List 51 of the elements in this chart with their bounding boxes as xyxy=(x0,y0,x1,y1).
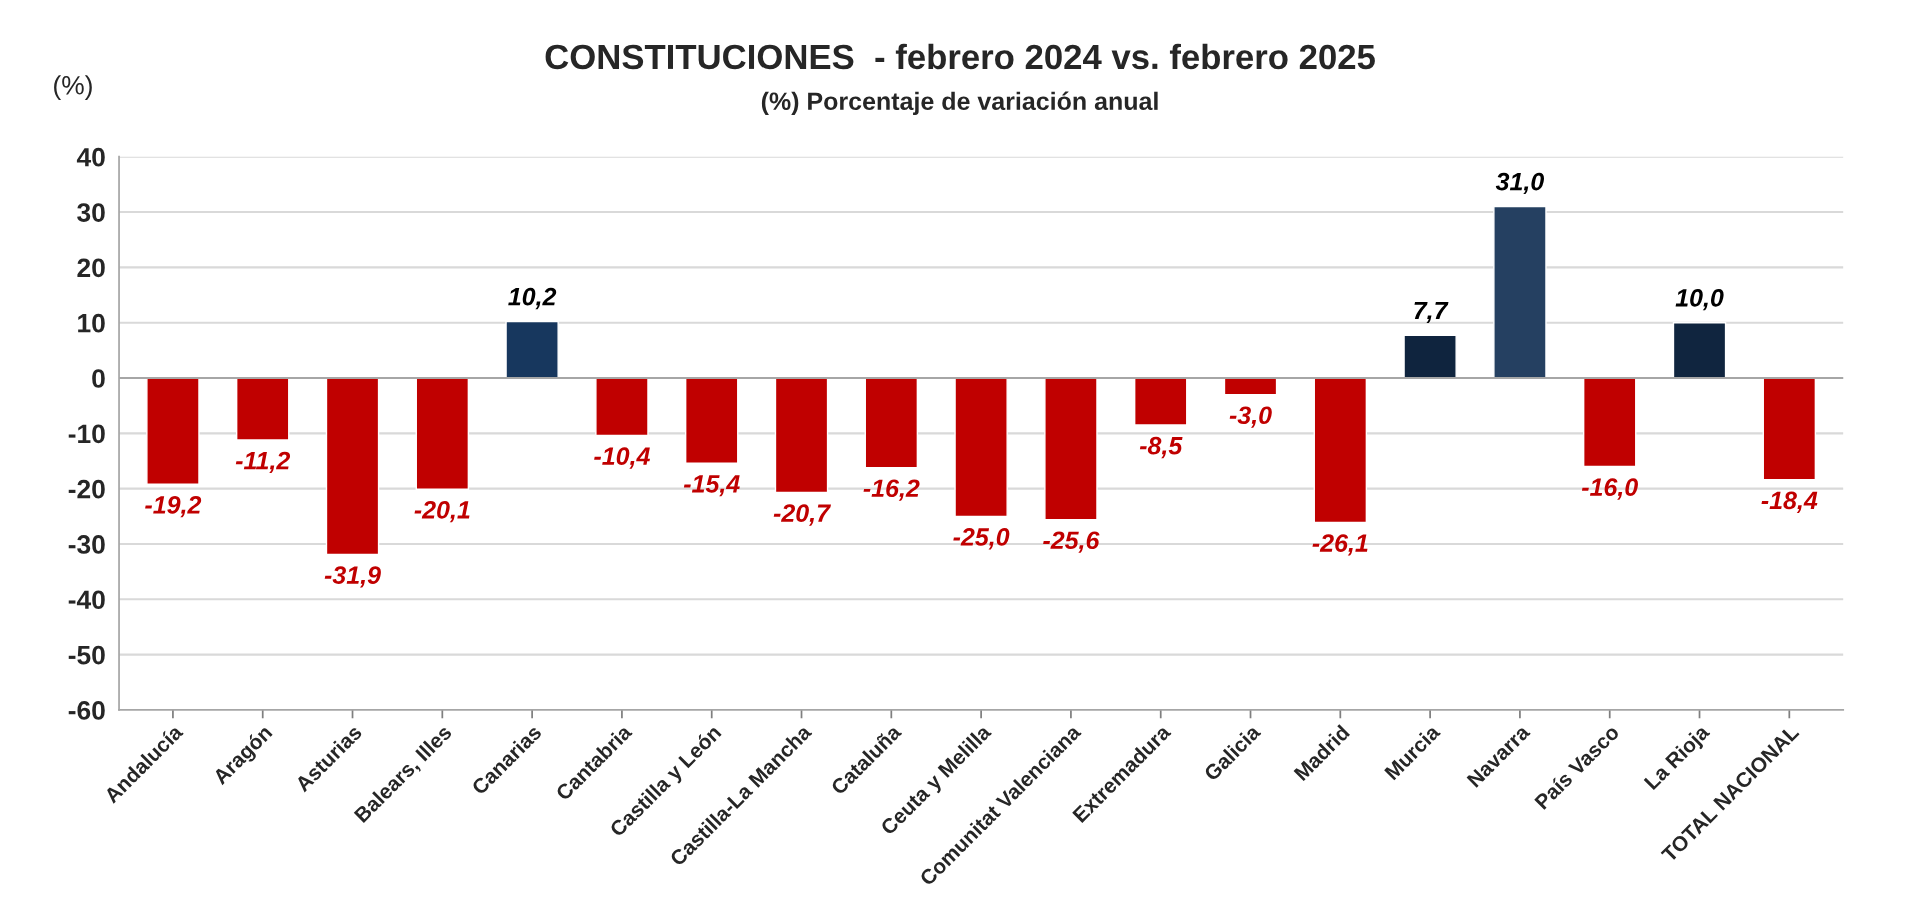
data-label: 31,0 xyxy=(1495,172,1545,195)
y-tick-label: 0 xyxy=(92,369,105,388)
bar xyxy=(325,377,380,556)
data-label: -10,4 xyxy=(594,447,650,469)
data-label: -3,0 xyxy=(1229,406,1272,428)
data-label: 7,7 xyxy=(1414,301,1449,323)
y-tick-label: -60 xyxy=(68,701,105,720)
bar xyxy=(1582,377,1637,468)
bar xyxy=(1403,334,1457,379)
y-tick-label: -10 xyxy=(68,424,105,444)
data-label: -18,4 xyxy=(1761,491,1818,513)
bar xyxy=(1044,377,1098,521)
bar xyxy=(1672,322,1727,379)
bar xyxy=(864,377,919,469)
y-tick-label: 10 xyxy=(78,313,105,333)
chart-title: CONSTITUCIONES - febrero 2024 vs. febrero 2025 xyxy=(545,43,1375,70)
data-label: 10,0 xyxy=(1675,288,1724,311)
bar xyxy=(1133,377,1188,426)
data-label: -8,5 xyxy=(1139,436,1183,459)
bar xyxy=(684,377,739,464)
data-label: -20,7 xyxy=(773,504,831,526)
data-label: -25,6 xyxy=(1043,531,1100,553)
y-axis-title: (%) xyxy=(54,75,92,100)
bar xyxy=(1493,205,1547,379)
y-tick-label: 30 xyxy=(77,203,105,222)
data-label: -25,0 xyxy=(953,528,1010,550)
y-tick-label: -20 xyxy=(68,479,105,499)
data-label: -31,9 xyxy=(324,566,381,588)
bar xyxy=(505,320,559,379)
y-tick-label: -30 xyxy=(68,535,105,554)
bar xyxy=(146,377,200,485)
bar xyxy=(1762,377,1817,481)
y-tick-label: 20 xyxy=(77,258,105,278)
data-label: -26,1 xyxy=(1312,534,1368,556)
data-label: -19,2 xyxy=(145,496,202,518)
bar xyxy=(415,377,470,490)
data-label: -16,2 xyxy=(863,479,920,501)
data-label: -20,1 xyxy=(414,500,470,523)
data-label: 10,2 xyxy=(508,287,557,310)
bar xyxy=(954,377,1008,518)
bar xyxy=(595,377,649,437)
data-label: -16,0 xyxy=(1581,478,1638,500)
bar xyxy=(235,377,290,441)
bar xyxy=(1313,377,1368,524)
data-label: -15,4 xyxy=(683,475,740,497)
y-tick-label: -50 xyxy=(68,645,105,665)
bar xyxy=(774,377,829,494)
chart-subtitle: (%) Porcentaje de variación anual xyxy=(761,91,1158,116)
y-tick-label: 40 xyxy=(76,147,105,167)
y-tick-label: -40 xyxy=(68,590,105,610)
data-label: -11,2 xyxy=(235,451,291,474)
